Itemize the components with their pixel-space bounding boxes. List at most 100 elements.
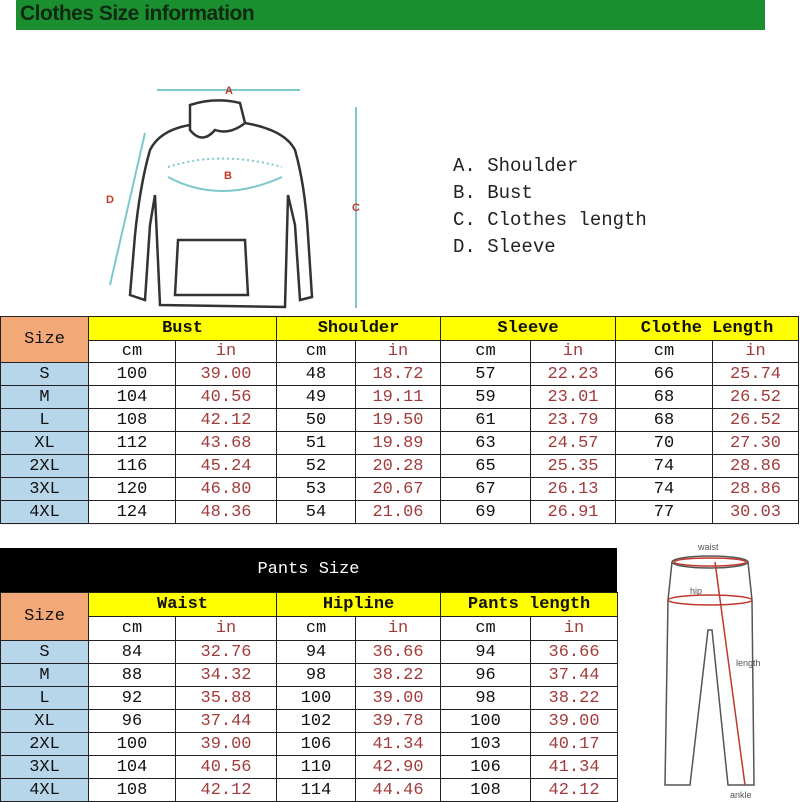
inch-cell: 19.11 [355,385,441,409]
cm-cell: 69 [440,500,531,524]
inch-cell: 38.22 [530,686,619,710]
cm-cell: 108 [88,778,176,802]
table-row: L 92 35.88 100 39.00 98 38.22 [0,686,619,710]
inch-cell: 26.52 [712,408,799,432]
legend-shoulder: A. Shoulder [453,155,579,177]
cm-cell: 104 [88,755,176,779]
pants-diagram: waist hip length ankle [664,542,761,800]
unit-cm: cm [615,340,713,363]
cm-cell: 112 [88,431,176,455]
cm-cell: 114 [276,778,357,802]
measurement-legend: A. Shoulder B. Bust C. Clothes length D.… [453,153,647,261]
inch-cell: 41.34 [530,755,619,779]
cm-cell: 108 [440,778,532,802]
legend-bust: B. Bust [453,182,533,204]
cm-cell: 68 [615,385,713,409]
size-cell: S [0,362,89,386]
inch-cell: 48.36 [175,500,277,524]
size-cell: 2XL [0,454,89,478]
cm-cell: 67 [440,477,531,501]
cm-cell: 96 [440,663,532,687]
table-row: 2XL 100 39.00 106 41.34 103 40.17 [0,732,619,756]
size-cell: 3XL [0,755,89,779]
unit-cm: cm [88,340,176,363]
cm-cell: 57 [440,362,531,386]
cm-cell: 106 [440,755,532,779]
inch-cell: 37.44 [530,663,619,687]
table-row: S 84 32.76 94 36.66 94 36.66 [0,640,619,664]
group-header: Shoulder [276,316,441,341]
cm-cell: 100 [88,362,176,386]
unit-cm: cm [440,616,532,641]
inch-cell: 27.30 [712,431,799,455]
inch-cell: 21.06 [355,500,441,524]
inch-cell: 38.22 [355,663,442,687]
table-row: 3XL 120 46.80 53 20.67 67 26.13 74 28.86 [0,477,799,501]
inch-cell: 46.80 [175,477,277,501]
cm-cell: 100 [276,686,357,710]
unit-cm: cm [276,340,356,363]
inch-cell: 40.56 [175,385,277,409]
size-cell: 2XL [0,732,89,756]
inch-cell: 36.66 [530,640,619,664]
cm-cell: 94 [276,640,357,664]
label-b: B [224,170,232,182]
table-row: M 104 40.56 49 19.11 59 23.01 68 26.52 [0,385,799,409]
inch-cell: 41.34 [355,732,442,756]
size-cell: XL [0,709,89,733]
size-cell: S [0,640,89,664]
inch-cell: 26.91 [530,500,616,524]
cm-cell: 63 [440,431,531,455]
inch-cell: 34.32 [174,663,278,687]
size-cell: M [0,385,89,409]
unit-cm: cm [276,616,357,641]
inch-cell: 39.78 [355,709,442,733]
table-row: 2XL 116 45.24 52 20.28 65 25.35 74 28.86 [0,454,799,478]
label-d: D [106,194,114,206]
cm-cell: 98 [440,686,532,710]
inch-cell: 18.72 [355,362,441,386]
cm-cell: 70 [615,431,713,455]
group-header: Sleeve [440,316,616,341]
table-row: 4XL 108 42.12 114 44.46 108 42.12 [0,778,619,802]
inch-cell: 40.56 [174,755,278,779]
inch-cell: 40.17 [530,732,619,756]
table-row: XL 112 43.68 51 19.89 63 24.57 70 27.30 [0,431,799,455]
inch-cell: 22.23 [530,362,616,386]
inch-cell: 35.88 [174,686,278,710]
inch-cell: 20.67 [355,477,441,501]
cm-cell: 116 [88,454,176,478]
divider [0,524,800,545]
size-cell: 4XL [0,500,89,524]
unit-in: in [175,340,277,363]
cm-cell: 65 [440,454,531,478]
cm-cell: 53 [276,477,356,501]
cm-cell: 94 [440,640,532,664]
unit-cm: cm [88,616,176,641]
cm-cell: 48 [276,362,356,386]
inch-cell: 39.00 [175,362,277,386]
cm-cell: 100 [440,709,532,733]
cm-cell: 98 [276,663,357,687]
inch-cell: 42.90 [355,755,442,779]
pants-label-ankle: ankle [730,790,752,800]
group-header: Hipline [276,592,442,617]
inch-cell: 25.35 [530,454,616,478]
cm-cell: 74 [615,454,713,478]
cm-cell: 106 [276,732,357,756]
cm-cell: 66 [615,362,713,386]
cm-cell: 88 [88,663,176,687]
cm-cell: 50 [276,408,356,432]
size-cell: 4XL [0,778,89,802]
hoodie-diagram: A B C D [106,85,360,309]
inch-cell: 25.74 [712,362,799,386]
cm-cell: 77 [615,500,713,524]
cm-cell: 54 [276,500,356,524]
inch-cell: 42.12 [174,778,278,802]
inch-cell: 45.24 [175,454,277,478]
legend-sleeve: D. Sleeve [453,236,556,258]
cm-cell: 61 [440,408,531,432]
inch-cell: 19.50 [355,408,441,432]
inch-cell: 23.79 [530,408,616,432]
cm-cell: 52 [276,454,356,478]
